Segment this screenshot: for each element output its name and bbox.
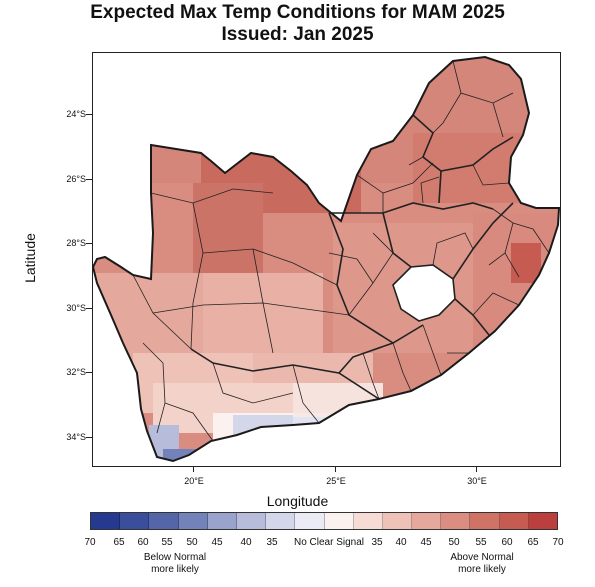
legend-tick-label: 60 xyxy=(137,537,149,548)
legend-color-swatch xyxy=(382,513,413,529)
legend-color-swatch xyxy=(207,513,237,529)
legend-above-line2: more likely xyxy=(458,564,506,575)
y-tick-mark xyxy=(86,308,92,309)
legend-color-swatch xyxy=(178,513,208,529)
y-tick-label: 30°S xyxy=(66,303,86,313)
legend-color-swatch xyxy=(295,513,325,529)
y-tick-mark xyxy=(86,437,92,438)
legend-tick-label: 65 xyxy=(527,537,539,548)
forecast-map xyxy=(93,56,560,462)
legend-above-normal-label: Above Normal more likely xyxy=(427,552,537,576)
x-tick-mark xyxy=(193,466,194,472)
y-tick-mark xyxy=(86,243,92,244)
legend-color-swatch xyxy=(266,513,296,529)
legend-color-swatch xyxy=(91,513,121,529)
y-axis-label: Latitude xyxy=(22,233,38,283)
legend-tick-label: 50 xyxy=(186,537,198,548)
y-tick-label: 32°S xyxy=(66,367,86,377)
legend-tick-label: 40 xyxy=(395,537,407,548)
legend-colorbar xyxy=(90,512,558,530)
legend-tick-label: 60 xyxy=(501,537,513,548)
map-title-line1: Expected Max Temp Conditions for MAM 202… xyxy=(90,2,505,23)
legend-tick-label: 35 xyxy=(371,537,383,548)
legend-color-swatch xyxy=(499,513,529,529)
legend-tick-label: 55 xyxy=(161,537,173,548)
legend-tick-label: 45 xyxy=(420,537,432,548)
y-tick-label: 24°S xyxy=(66,109,86,119)
legend-tick-label: 55 xyxy=(475,537,487,548)
legend-tick-label: 70 xyxy=(552,537,564,548)
legend-color-swatch xyxy=(120,513,150,529)
x-tick-mark xyxy=(476,466,477,472)
legend-color-swatch xyxy=(236,513,267,529)
x-axis-label: Longitude xyxy=(266,493,329,509)
legend-tick-label: 45 xyxy=(211,537,223,548)
legend-color-swatch xyxy=(441,513,471,529)
legend-above-line1: Above Normal xyxy=(450,552,514,563)
legend-below-line2: more likely xyxy=(151,564,199,575)
legend-color-swatch xyxy=(470,513,500,529)
legend-tick-label: 50 xyxy=(448,537,460,548)
legend-color-swatch xyxy=(353,513,383,529)
legend-color-swatch xyxy=(528,513,557,529)
legend-color-swatch xyxy=(412,513,442,529)
legend-no-signal-label: No Clear Signal xyxy=(293,537,365,548)
legend-color-swatch xyxy=(149,513,179,529)
legend-tick-label: 70 xyxy=(84,537,96,548)
legend-below-normal-label: Below Normal more likely xyxy=(120,552,230,576)
y-tick-mark xyxy=(86,372,92,373)
x-tick-label: 20°E xyxy=(184,476,204,486)
map-title-line2: Issued: Jan 2025 xyxy=(221,24,374,45)
y-tick-mark xyxy=(86,114,92,115)
y-tick-mark xyxy=(86,179,92,180)
legend-tick-label: 40 xyxy=(240,537,252,548)
map-panel xyxy=(92,52,561,467)
y-tick-label: 34°S xyxy=(66,432,86,442)
legend-color-swatch xyxy=(324,513,354,529)
x-tick-label: 25°E xyxy=(326,476,346,486)
x-tick-label: 30°E xyxy=(467,476,487,486)
legend-tick-label: 65 xyxy=(113,537,125,548)
x-tick-mark xyxy=(335,466,336,472)
legend-below-line1: Below Normal xyxy=(143,552,207,563)
legend-tick-label: 35 xyxy=(266,537,278,548)
y-tick-label: 28°S xyxy=(66,238,86,248)
y-tick-label: 26°S xyxy=(66,174,86,184)
